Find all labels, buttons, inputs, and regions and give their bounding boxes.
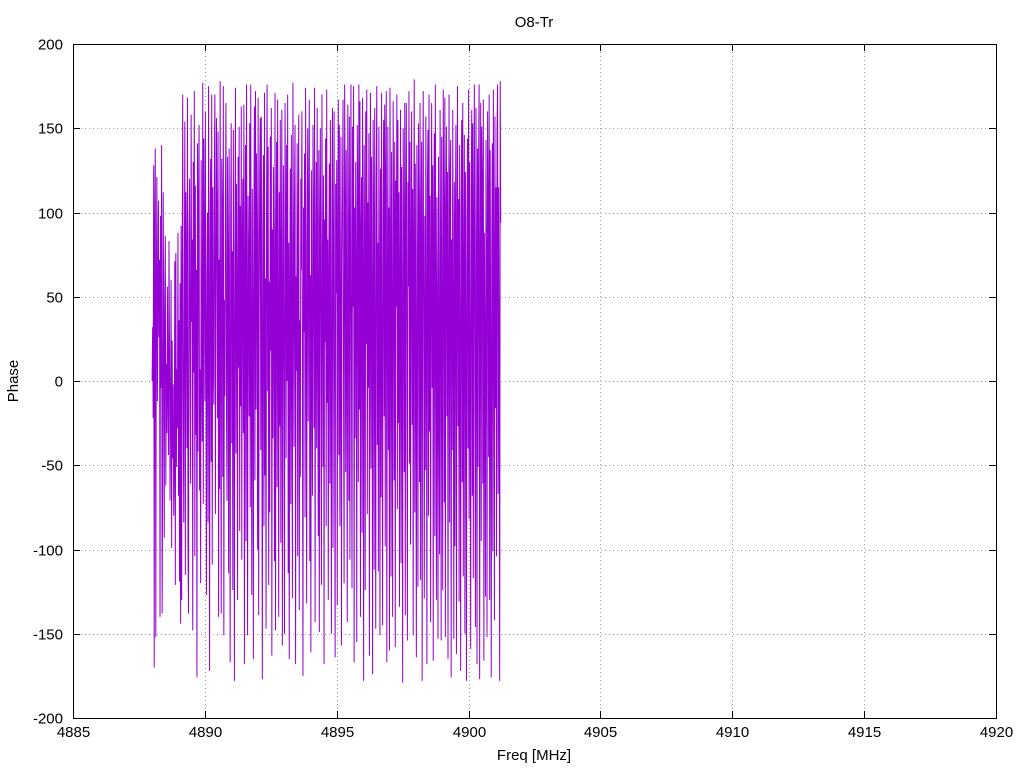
x-axis-title: Freq [MHz]	[497, 747, 571, 764]
x-tick-label: 4885	[57, 724, 90, 741]
axis-ticks	[73, 44, 997, 719]
x-tick-label: 4895	[321, 724, 354, 741]
x-tick-label: 4890	[189, 724, 222, 741]
x-tick-label: 4910	[716, 724, 749, 741]
y-tick-label: -50	[41, 458, 63, 475]
chart-title: O8-Tr	[515, 14, 554, 31]
series-phase	[151, 79, 502, 683]
y-axis-title: Phase	[5, 360, 22, 403]
y-tick-label: 150	[38, 121, 63, 138]
y-tick-label: 0	[55, 374, 63, 391]
x-tick-label: 4920	[980, 724, 1013, 741]
y-tick-label: -200	[33, 711, 63, 728]
series-line-phase	[151, 79, 502, 683]
x-tick-label: 4905	[584, 724, 617, 741]
y-tick-label: -100	[33, 543, 63, 560]
x-tick-labels: 4885 4890 4895 4900 4905 4910 4915 4920	[57, 724, 1013, 741]
x-tick-label: 4915	[848, 724, 881, 741]
y-tick-label: -150	[33, 627, 63, 644]
y-tick-label: 50	[46, 290, 63, 307]
y-tick-label: 100	[38, 206, 63, 223]
y-tick-labels: -200 -150 -100 -50 0 50 100 150 200	[33, 37, 63, 728]
x-tick-label: 4900	[453, 724, 486, 741]
y-tick-label: 200	[38, 37, 63, 54]
